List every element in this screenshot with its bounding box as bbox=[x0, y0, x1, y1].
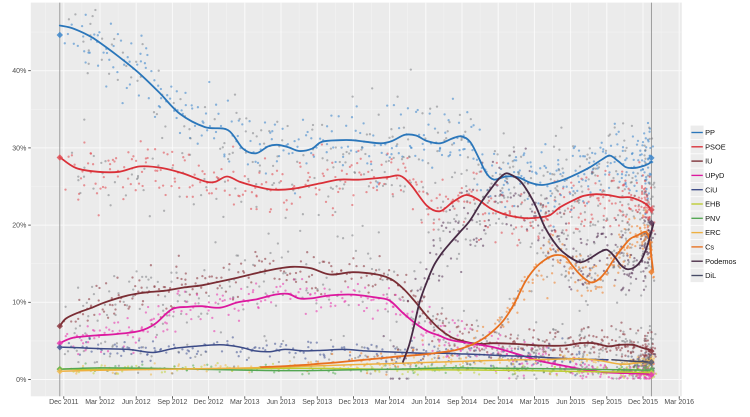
svg-text:30%: 30% bbox=[12, 145, 26, 152]
svg-text:Dec 2015: Dec 2015 bbox=[628, 399, 658, 406]
svg-text:Podemos: Podemos bbox=[705, 257, 737, 266]
svg-text:Dec 2014: Dec 2014 bbox=[483, 399, 513, 406]
svg-text:40%: 40% bbox=[12, 68, 26, 75]
svg-text:Dec 2012: Dec 2012 bbox=[194, 399, 224, 406]
svg-text:PP: PP bbox=[705, 128, 715, 137]
svg-text:Sep 2015: Sep 2015 bbox=[592, 399, 622, 406]
svg-text:Jun 2012: Jun 2012 bbox=[122, 399, 151, 406]
svg-text:Dec 2011: Dec 2011 bbox=[49, 399, 79, 406]
svg-text:Sep 2013: Sep 2013 bbox=[302, 399, 332, 406]
svg-text:Jun 2014: Jun 2014 bbox=[411, 399, 440, 406]
svg-text:Jun 2015: Jun 2015 bbox=[556, 399, 585, 406]
svg-text:EHB: EHB bbox=[705, 200, 720, 209]
svg-text:Mar 2013: Mar 2013 bbox=[230, 399, 260, 406]
svg-text:Jun 2013: Jun 2013 bbox=[267, 399, 296, 406]
svg-text:Cs: Cs bbox=[705, 243, 714, 252]
svg-text:Mar 2015: Mar 2015 bbox=[520, 399, 550, 406]
svg-text:Mar 2012: Mar 2012 bbox=[85, 399, 115, 406]
svg-text:10%: 10% bbox=[12, 300, 26, 307]
svg-text:20%: 20% bbox=[12, 223, 26, 230]
svg-text:Mar 2014: Mar 2014 bbox=[375, 399, 405, 406]
svg-text:UPyD: UPyD bbox=[705, 171, 724, 180]
svg-text:CiU: CiU bbox=[705, 185, 717, 194]
svg-text:PSOE: PSOE bbox=[705, 142, 726, 151]
svg-text:ERC: ERC bbox=[705, 228, 721, 237]
svg-text:0%: 0% bbox=[16, 377, 26, 384]
svg-text:Dec 2013: Dec 2013 bbox=[338, 399, 368, 406]
svg-text:Sep 2012: Sep 2012 bbox=[157, 399, 187, 406]
svg-text:IU: IU bbox=[705, 157, 712, 166]
svg-text:PNV: PNV bbox=[705, 214, 720, 223]
svg-text:DiL: DiL bbox=[705, 271, 716, 280]
svg-text:Mar 2016: Mar 2016 bbox=[664, 399, 694, 406]
svg-text:Sep 2014: Sep 2014 bbox=[447, 399, 477, 406]
